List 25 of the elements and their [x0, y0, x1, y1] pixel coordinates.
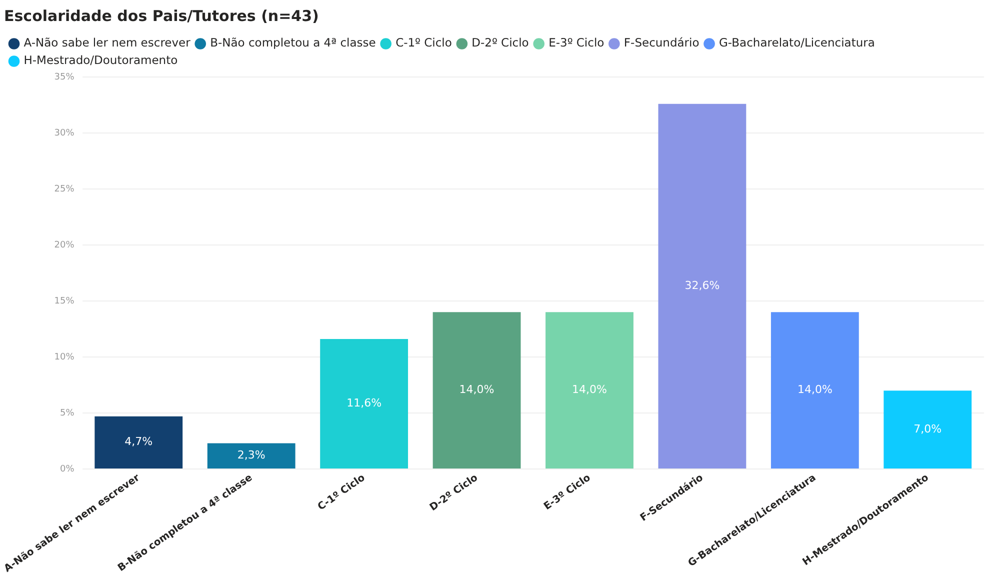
data-label: 4,7%: [124, 435, 153, 448]
legend-label: D-2º Ciclo: [472, 36, 529, 50]
legend-label: H-Mestrado/Doutoramento: [24, 53, 178, 68]
legend-label: F-Secundário: [624, 36, 700, 50]
legend-label: G-Bacharelato/Licenciatura: [719, 36, 875, 50]
y-tick-label: 25%: [54, 184, 75, 194]
data-label: 14,0%: [459, 383, 494, 396]
data-label: 14,0%: [572, 383, 607, 396]
legend-label: E-3º Ciclo: [548, 36, 604, 50]
data-label: 11,6%: [346, 396, 382, 410]
data-label: 14,0%: [797, 383, 832, 396]
y-tick-label: 20%: [54, 240, 75, 250]
y-tick-label: 5%: [60, 408, 75, 418]
data-label: 2,3%: [237, 448, 266, 462]
y-tick-label: 15%: [54, 296, 75, 306]
chart-title: Escolaridade dos Pais/Tutores (n=43): [4, 6, 319, 25]
y-tick-label: 0%: [60, 464, 75, 474]
y-tick-label: 30%: [54, 128, 75, 138]
data-label: 7,0%: [914, 422, 942, 436]
legend-label: C-1º Ciclo: [396, 36, 452, 50]
y-tick-label: 35%: [54, 72, 75, 82]
legend-label: A-Não sabe ler nem escrever: [24, 36, 191, 50]
legend-label: B-Não completou a 4ª classe: [210, 36, 376, 50]
y-tick-label: 10%: [54, 352, 75, 362]
data-label: 32,6%: [684, 279, 720, 292]
